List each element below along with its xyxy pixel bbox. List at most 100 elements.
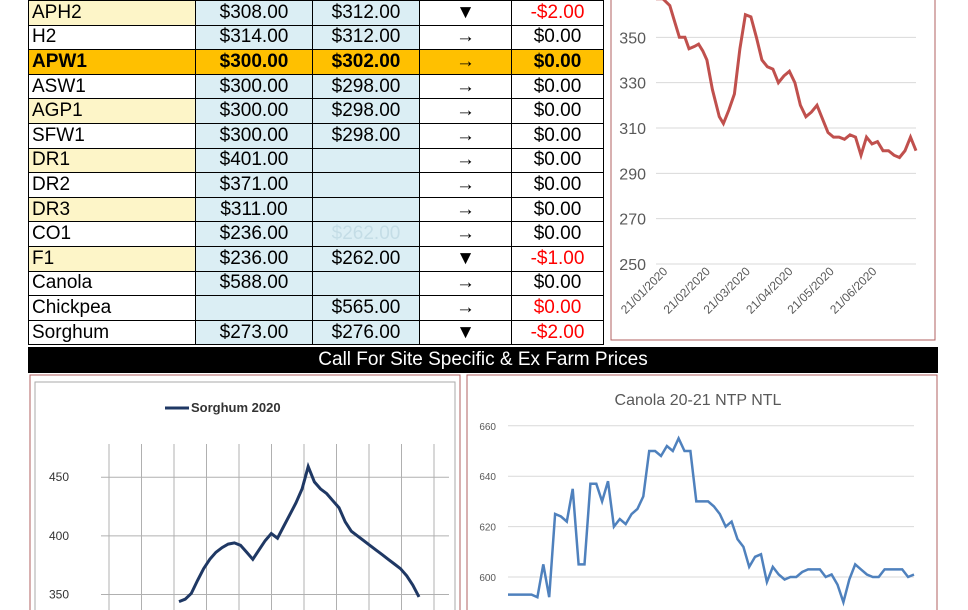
commodity-name: DR2: [28, 172, 196, 198]
legend-label: Sorghum 2020: [191, 400, 281, 415]
trend-arrow-icon: →: [419, 147, 512, 174]
y-tick-label: 330: [619, 76, 646, 93]
y-tick-label: 350: [619, 30, 646, 47]
price-change: $0.00: [511, 172, 604, 198]
price-change: $0.00: [511, 49, 604, 75]
y-tick-label: 370: [619, 0, 646, 2]
price-grid: APH2 $308.00 $312.00 ▼ -$2.00 H2 $314.00 $312.0…: [28, 0, 604, 346]
y-tick-label: 620: [479, 523, 496, 534]
sorghum-series-line: [178, 461, 421, 603]
sorghum-price-chart: 350 400 450 Sorghum 2020: [29, 374, 461, 610]
price-cell: $300.00: [195, 49, 313, 75]
price-cell: $236.00: [195, 221, 313, 247]
table-row: APH2 $308.00 $312.00 ▼ -$2.00: [28, 0, 604, 26]
price-change: $0.00: [511, 270, 604, 297]
table-row: Sorghum $273.00 $276.00 ▼ -$2.00: [28, 319, 604, 346]
table-row: SFW1 $300.00 $298.00 → $0.00: [28, 122, 604, 149]
price-cell: $311.00: [195, 196, 313, 223]
trend-arrow-icon: →: [419, 172, 512, 198]
trend-arrow-icon: →: [419, 98, 512, 124]
trend-arrow-icon: →: [419, 24, 512, 51]
table-row: APW1 $300.00 $302.00 → $0.00: [28, 49, 604, 75]
price-change: -$2.00: [511, 0, 604, 26]
trend-arrow-icon: →: [419, 49, 512, 75]
y-tick-label: 660: [479, 422, 496, 433]
trend-arrow-icon: →: [419, 270, 512, 297]
price-cell: $276.00: [312, 319, 420, 346]
price-change: -$2.00: [511, 319, 604, 346]
table-row: F1 $236.00 $262.00 ▼ -$1.00: [28, 245, 604, 272]
y-tick-label: 400: [49, 529, 69, 543]
table-row: AGP1 $300.00 $298.00 → $0.00: [28, 98, 604, 124]
commodity-name: CO1: [28, 221, 196, 247]
commodity-name: SFW1: [28, 122, 196, 149]
wheat-series-line: [656, 0, 918, 161]
price-change: $0.00: [511, 196, 604, 223]
trend-arrow-icon: →: [419, 122, 512, 149]
wheat-price-chart: 250270290310330350370 21/01/202021/02/20…: [610, 0, 936, 341]
trend-arrow-icon: →: [419, 295, 512, 321]
commodity-name: ASW1: [28, 73, 196, 100]
price-change: $0.00: [511, 147, 604, 174]
commodity-name: DR1: [28, 147, 196, 174]
price-cell: $312.00: [312, 0, 420, 26]
price-cell: $312.00: [312, 24, 420, 51]
price-cell: $273.00: [195, 319, 313, 346]
table-row: Chickpea $565.00 → $0.00: [28, 295, 604, 321]
price-change: $0.00: [511, 73, 604, 100]
price-cell: $302.00: [312, 49, 420, 75]
commodity-name: Sorghum: [28, 319, 196, 346]
price-change: $0.00: [511, 24, 604, 51]
chart-title: Canola 20-21 NTP NTL: [615, 392, 782, 409]
price-cell: $298.00: [312, 122, 420, 149]
price-cell: $262.00: [312, 245, 420, 272]
price-cell: $308.00: [195, 0, 313, 26]
commodity-name: AGP1: [28, 98, 196, 124]
site-specific-banner: Call For Site Specific & Ex Farm Prices: [28, 347, 938, 373]
price-cell: $298.00: [312, 73, 420, 100]
commodity-name: F1: [28, 245, 196, 272]
price-change: -$1.00: [511, 245, 604, 272]
commodity-name: APH2: [28, 0, 196, 26]
price-cell: [312, 147, 420, 174]
price-change: $0.00: [511, 295, 604, 321]
table-row: CO1 $236.00 $262.00 → $0.00: [28, 221, 604, 247]
table-row: Canola $588.00 → $0.00: [28, 270, 604, 297]
commodity-name: APW1: [28, 49, 196, 75]
price-cell: $262.00: [312, 221, 420, 247]
table-row: H2 $314.00 $312.00 → $0.00: [28, 24, 604, 51]
price-cell: $236.00: [195, 245, 313, 272]
price-cell: [312, 196, 420, 223]
commodity-name: H2: [28, 24, 196, 51]
price-cell: [195, 295, 313, 321]
y-tick-label: 290: [619, 166, 646, 183]
price-change: $0.00: [511, 122, 604, 149]
y-tick-label: 600: [479, 573, 496, 584]
price-cell: $300.00: [195, 98, 313, 124]
commodity-name: Chickpea: [28, 295, 196, 321]
price-cell: [312, 270, 420, 297]
price-cell: $298.00: [312, 98, 420, 124]
commodity-name: Canola: [28, 270, 196, 297]
y-tick-label: 450: [49, 470, 69, 484]
table-row: DR2 $371.00 → $0.00: [28, 172, 604, 198]
y-tick-label: 310: [619, 121, 646, 138]
price-cell: $588.00: [195, 270, 313, 297]
commodity-name: DR3: [28, 196, 196, 223]
trend-arrow-icon: ▼: [419, 0, 512, 26]
price-cell: $565.00: [312, 295, 420, 321]
price-cell: $371.00: [195, 172, 313, 198]
trend-arrow-icon: ▼: [419, 319, 512, 346]
y-tick-label: 640: [479, 472, 496, 483]
price-cell: [312, 172, 420, 198]
price-cell: $300.00: [195, 122, 313, 149]
table-row: ASW1 $300.00 $298.00 → $0.00: [28, 73, 604, 100]
trend-arrow-icon: →: [419, 221, 512, 247]
y-tick-label: 250: [619, 257, 646, 274]
price-cell: $314.00: [195, 24, 313, 51]
price-cell: $401.00: [195, 147, 313, 174]
y-tick-label: 270: [619, 212, 646, 229]
trend-arrow-icon: →: [419, 196, 512, 223]
canola-series-line: [508, 435, 915, 607]
price-change: $0.00: [511, 98, 604, 124]
